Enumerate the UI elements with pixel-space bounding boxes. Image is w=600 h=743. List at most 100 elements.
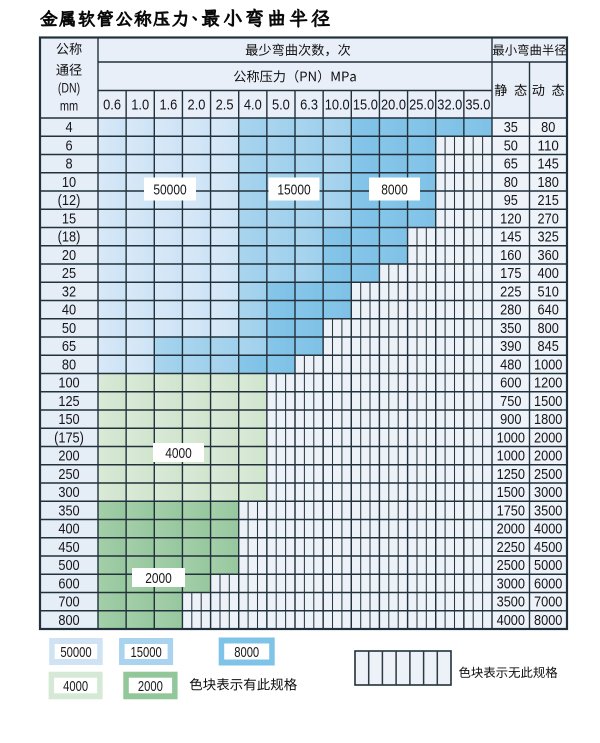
svg-text:160: 160 [500, 248, 521, 264]
svg-text:10: 10 [62, 175, 76, 191]
svg-text:2000: 2000 [138, 678, 163, 695]
svg-text:300: 300 [58, 485, 79, 501]
svg-text:80: 80 [504, 175, 518, 191]
svg-text:(18): (18) [58, 230, 81, 246]
svg-text:2.5: 2.5 [216, 97, 234, 113]
svg-text:800: 800 [538, 321, 559, 337]
svg-text:450: 450 [58, 540, 79, 556]
svg-text:32.0: 32.0 [437, 97, 462, 113]
svg-text:3000: 3000 [497, 577, 525, 593]
svg-text:600: 600 [500, 376, 521, 392]
svg-text:700: 700 [58, 595, 79, 611]
svg-text:100: 100 [58, 376, 79, 392]
svg-text:225: 225 [500, 285, 521, 301]
svg-text:(12): (12) [58, 193, 81, 209]
svg-text:5000: 5000 [534, 558, 562, 574]
svg-text:800: 800 [58, 613, 79, 629]
svg-text:400: 400 [58, 522, 79, 538]
svg-text:4000: 4000 [534, 522, 562, 538]
svg-text:65: 65 [504, 157, 518, 173]
svg-text:480: 480 [500, 358, 521, 374]
svg-text:20: 20 [62, 248, 76, 264]
svg-text:80: 80 [62, 358, 76, 374]
svg-text:8000: 8000 [234, 644, 259, 661]
svg-text:125: 125 [58, 394, 79, 410]
svg-text:4.0: 4.0 [244, 97, 262, 113]
svg-text:2500: 2500 [497, 558, 525, 574]
svg-text:270: 270 [538, 212, 559, 228]
svg-text:4500: 4500 [534, 540, 562, 556]
svg-text:390: 390 [500, 339, 521, 355]
svg-text:32: 32 [62, 285, 76, 301]
svg-text:145: 145 [500, 230, 521, 246]
svg-text:1.0: 1.0 [131, 97, 149, 113]
svg-text:120: 120 [500, 212, 521, 228]
svg-text:15: 15 [62, 212, 76, 228]
svg-text:845: 845 [538, 339, 559, 355]
svg-text:25.0: 25.0 [409, 97, 434, 113]
svg-text:400: 400 [538, 266, 559, 282]
svg-text:4000: 4000 [497, 613, 525, 629]
svg-text:6: 6 [65, 139, 72, 155]
svg-text:40: 40 [62, 303, 76, 319]
svg-text:2500: 2500 [534, 467, 562, 483]
svg-text:20.0: 20.0 [381, 97, 406, 113]
svg-text:50: 50 [504, 139, 518, 155]
svg-text:510: 510 [538, 285, 559, 301]
svg-text:8000: 8000 [534, 613, 562, 629]
svg-text:65: 65 [62, 339, 76, 355]
svg-text:110: 110 [538, 139, 559, 155]
svg-text:0.6: 0.6 [103, 97, 121, 113]
svg-text:500: 500 [58, 558, 79, 574]
svg-text:80: 80 [541, 120, 555, 136]
svg-text:50000: 50000 [60, 644, 91, 661]
svg-text:95: 95 [504, 193, 518, 209]
svg-text:180: 180 [538, 175, 559, 191]
svg-text:50000: 50000 [153, 182, 186, 198]
svg-text:3000: 3000 [534, 485, 562, 501]
svg-text:4: 4 [65, 120, 72, 136]
svg-text:2000: 2000 [497, 522, 525, 538]
svg-text:215: 215 [538, 193, 559, 209]
svg-text:280: 280 [500, 303, 521, 319]
svg-text:35.0: 35.0 [465, 97, 490, 113]
svg-text:8000: 8000 [381, 182, 408, 198]
svg-text:250: 250 [58, 467, 79, 483]
svg-text:50: 50 [62, 321, 76, 337]
svg-text:350: 350 [58, 504, 79, 520]
svg-text:6.3: 6.3 [300, 97, 318, 113]
svg-text:mm: mm [60, 99, 78, 114]
svg-text:2000: 2000 [534, 449, 562, 465]
svg-text:150: 150 [58, 412, 79, 428]
svg-text:2000: 2000 [534, 431, 562, 447]
svg-text:640: 640 [538, 303, 559, 319]
svg-text:900: 900 [500, 412, 521, 428]
svg-text:15000: 15000 [130, 644, 161, 661]
svg-text:600: 600 [58, 577, 79, 593]
svg-text:1200: 1200 [534, 376, 562, 392]
svg-text:360: 360 [538, 248, 559, 264]
svg-text:175: 175 [500, 266, 521, 282]
svg-text:3500: 3500 [497, 595, 525, 611]
svg-text:5.0: 5.0 [272, 97, 290, 113]
svg-text:1000: 1000 [534, 358, 562, 374]
svg-text:8: 8 [65, 157, 72, 173]
svg-text:1250: 1250 [497, 467, 525, 483]
svg-text:4000: 4000 [63, 678, 88, 695]
svg-text:1500: 1500 [534, 394, 562, 410]
svg-text:200: 200 [58, 449, 79, 465]
svg-text:4000: 4000 [165, 446, 192, 462]
svg-text:15000: 15000 [277, 182, 310, 198]
svg-text:25: 25 [62, 266, 76, 282]
svg-text:350: 350 [500, 321, 521, 337]
svg-text:325: 325 [538, 230, 559, 246]
svg-text:1750: 1750 [497, 504, 525, 520]
svg-text:2250: 2250 [497, 540, 525, 556]
svg-text:2000: 2000 [145, 571, 172, 587]
svg-text:35: 35 [504, 120, 518, 136]
svg-text:10.0: 10.0 [325, 97, 350, 113]
svg-text:1.6: 1.6 [159, 97, 177, 113]
svg-text:1000: 1000 [497, 431, 525, 447]
svg-text:1800: 1800 [534, 412, 562, 428]
svg-text:7000: 7000 [534, 595, 562, 611]
